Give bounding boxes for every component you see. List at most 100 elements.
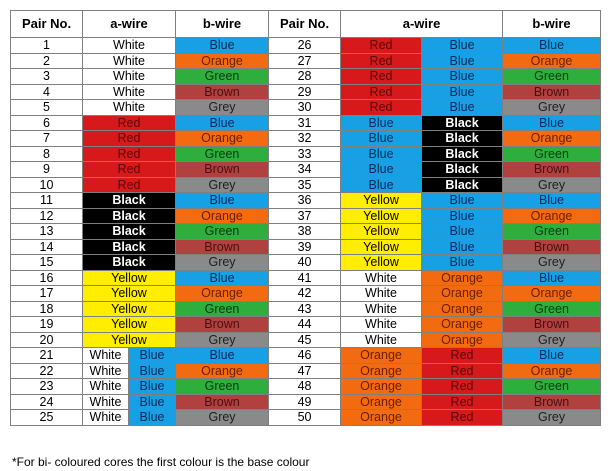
- a-wire-base-colour: Red: [340, 52, 423, 69]
- a-wire-base-colour: Blue: [340, 130, 423, 147]
- a-wire-stripe-colour: Black: [421, 145, 504, 162]
- pair-number: 45: [268, 331, 342, 348]
- table-row: 7 Red Orange 32 Blue Black Orange: [10, 130, 602, 147]
- b-wire-colour: Brown: [175, 161, 270, 178]
- table-row: 11 Black Blue 36 Yellow Blue Blue: [10, 192, 602, 209]
- table-row: 8 Red Green 33 Blue Black Green: [10, 145, 602, 162]
- b-wire-colour: Green: [502, 378, 602, 395]
- a-wire-base-colour: Yellow: [340, 223, 423, 240]
- b-wire-colour: Blue: [502, 114, 602, 131]
- header-pair-no-right: Pair No.: [268, 10, 342, 38]
- pair-number: 16: [10, 269, 83, 286]
- a-wire-stripe-colour: Black: [421, 114, 504, 131]
- table-row: 24 White Blue Brown 49 Orange Red Brown: [10, 393, 602, 410]
- pair-number: 10: [10, 176, 83, 193]
- a-wire-colour: White: [81, 52, 177, 69]
- header-b-wire-right: b-wire: [502, 10, 602, 38]
- b-wire-colour: Grey: [175, 176, 270, 193]
- header-b-wire-left: b-wire: [175, 10, 270, 38]
- a-wire-base-colour: Red: [340, 99, 423, 116]
- a-wire-stripe-colour: Blue: [421, 223, 504, 240]
- a-wire-stripe-colour: Black: [421, 161, 504, 178]
- b-wire-colour: Orange: [502, 285, 602, 302]
- table-row: 21 White Blue Blue 46 Orange Red Blue: [10, 347, 602, 364]
- a-wire-base-colour: Blue: [340, 145, 423, 162]
- pair-number: 32: [268, 130, 342, 147]
- a-wire-stripe-colour: Blue: [421, 83, 504, 100]
- pair-number: 7: [10, 130, 83, 147]
- b-wire-colour: Grey: [502, 254, 602, 271]
- a-wire-colour: Yellow: [81, 300, 177, 317]
- a-wire-colour: Black: [81, 207, 177, 224]
- a-wire-base-colour: White: [82, 378, 129, 395]
- pair-number: 20: [10, 331, 83, 348]
- pair-number: 42: [268, 285, 342, 302]
- pair-number: 14: [10, 238, 83, 255]
- b-wire-colour: Grey: [502, 176, 602, 193]
- pair-number: 12: [10, 207, 83, 224]
- table-row: 4 White Brown 29 Red Blue Brown: [10, 83, 602, 100]
- a-wire-base-colour: White: [82, 347, 129, 364]
- a-wire-base-colour: White: [82, 393, 129, 410]
- a-wire-stripe-colour: Blue: [127, 347, 177, 364]
- pair-number: 33: [268, 145, 342, 162]
- a-wire-base-colour: White: [340, 285, 423, 302]
- b-wire-colour: Green: [502, 223, 602, 240]
- footnote: *For bi- coloured cores the first colour…: [12, 455, 310, 469]
- a-wire-base-colour: Red: [340, 68, 423, 85]
- header-pair-no-left: Pair No.: [10, 10, 83, 38]
- b-wire-colour: Grey: [175, 331, 270, 348]
- b-wire-colour: Orange: [502, 362, 602, 379]
- a-wire-base-colour: White: [340, 316, 423, 333]
- table-row: 23 White Blue Green 48 Orange Red Green: [10, 378, 602, 395]
- b-wire-colour: Blue: [175, 192, 270, 209]
- pair-number: 37: [268, 207, 342, 224]
- a-wire-stripe-colour: Blue: [421, 52, 504, 69]
- table-row: 18 Yellow Green 43 White Orange Green: [10, 300, 602, 317]
- pair-number: 39: [268, 238, 342, 255]
- a-wire-stripe-colour: Blue: [127, 393, 177, 410]
- table-row: 9 Red Brown 34 Blue Black Brown: [10, 161, 602, 178]
- b-wire-colour: Orange: [175, 285, 270, 302]
- pair-number: 31: [268, 114, 342, 131]
- a-wire-base-colour: Yellow: [340, 207, 423, 224]
- b-wire-colour: Orange: [502, 130, 602, 147]
- b-wire-colour: Green: [175, 223, 270, 240]
- pair-number: 29: [268, 83, 342, 100]
- b-wire-colour: Green: [502, 68, 602, 85]
- b-wire-colour: Grey: [175, 99, 270, 116]
- b-wire-colour: Brown: [175, 238, 270, 255]
- pair-number: 17: [10, 285, 83, 302]
- a-wire-colour: Yellow: [81, 285, 177, 302]
- b-wire-colour: Blue: [502, 192, 602, 209]
- b-wire-colour: Orange: [175, 207, 270, 224]
- b-wire-colour: Blue: [502, 37, 602, 54]
- b-wire-colour: Green: [502, 300, 602, 317]
- b-wire-colour: Green: [502, 145, 602, 162]
- b-wire-colour: Orange: [175, 362, 270, 379]
- b-wire-colour: Green: [175, 145, 270, 162]
- a-wire-base-colour: Blue: [340, 114, 423, 131]
- pair-number: 9: [10, 161, 83, 178]
- a-wire-stripe-colour: Blue: [421, 68, 504, 85]
- b-wire-colour: Orange: [175, 130, 270, 147]
- a-wire-stripe-colour: Blue: [127, 362, 177, 379]
- a-wire-stripe-colour: Blue: [421, 254, 504, 271]
- table-row: 22 White Blue Orange 47 Orange Red Orange: [10, 362, 602, 379]
- pair-number: 36: [268, 192, 342, 209]
- pair-number: 8: [10, 145, 83, 162]
- a-wire-colour: Red: [81, 130, 177, 147]
- a-wire-colour: White: [81, 68, 177, 85]
- a-wire-stripe-colour: Red: [421, 409, 504, 426]
- b-wire-colour: Green: [175, 300, 270, 317]
- b-wire-colour: Blue: [175, 37, 270, 54]
- a-wire-base-colour: Blue: [340, 161, 423, 178]
- b-wire-colour: Brown: [502, 238, 602, 255]
- a-wire-base-colour: White: [340, 269, 423, 286]
- b-wire-colour: Grey: [502, 99, 602, 116]
- pair-number: 23: [10, 378, 83, 395]
- a-wire-stripe-colour: Red: [421, 347, 504, 364]
- a-wire-stripe-colour: Orange: [421, 300, 504, 317]
- pair-number: 49: [268, 393, 342, 410]
- a-wire-stripe-colour: Orange: [421, 285, 504, 302]
